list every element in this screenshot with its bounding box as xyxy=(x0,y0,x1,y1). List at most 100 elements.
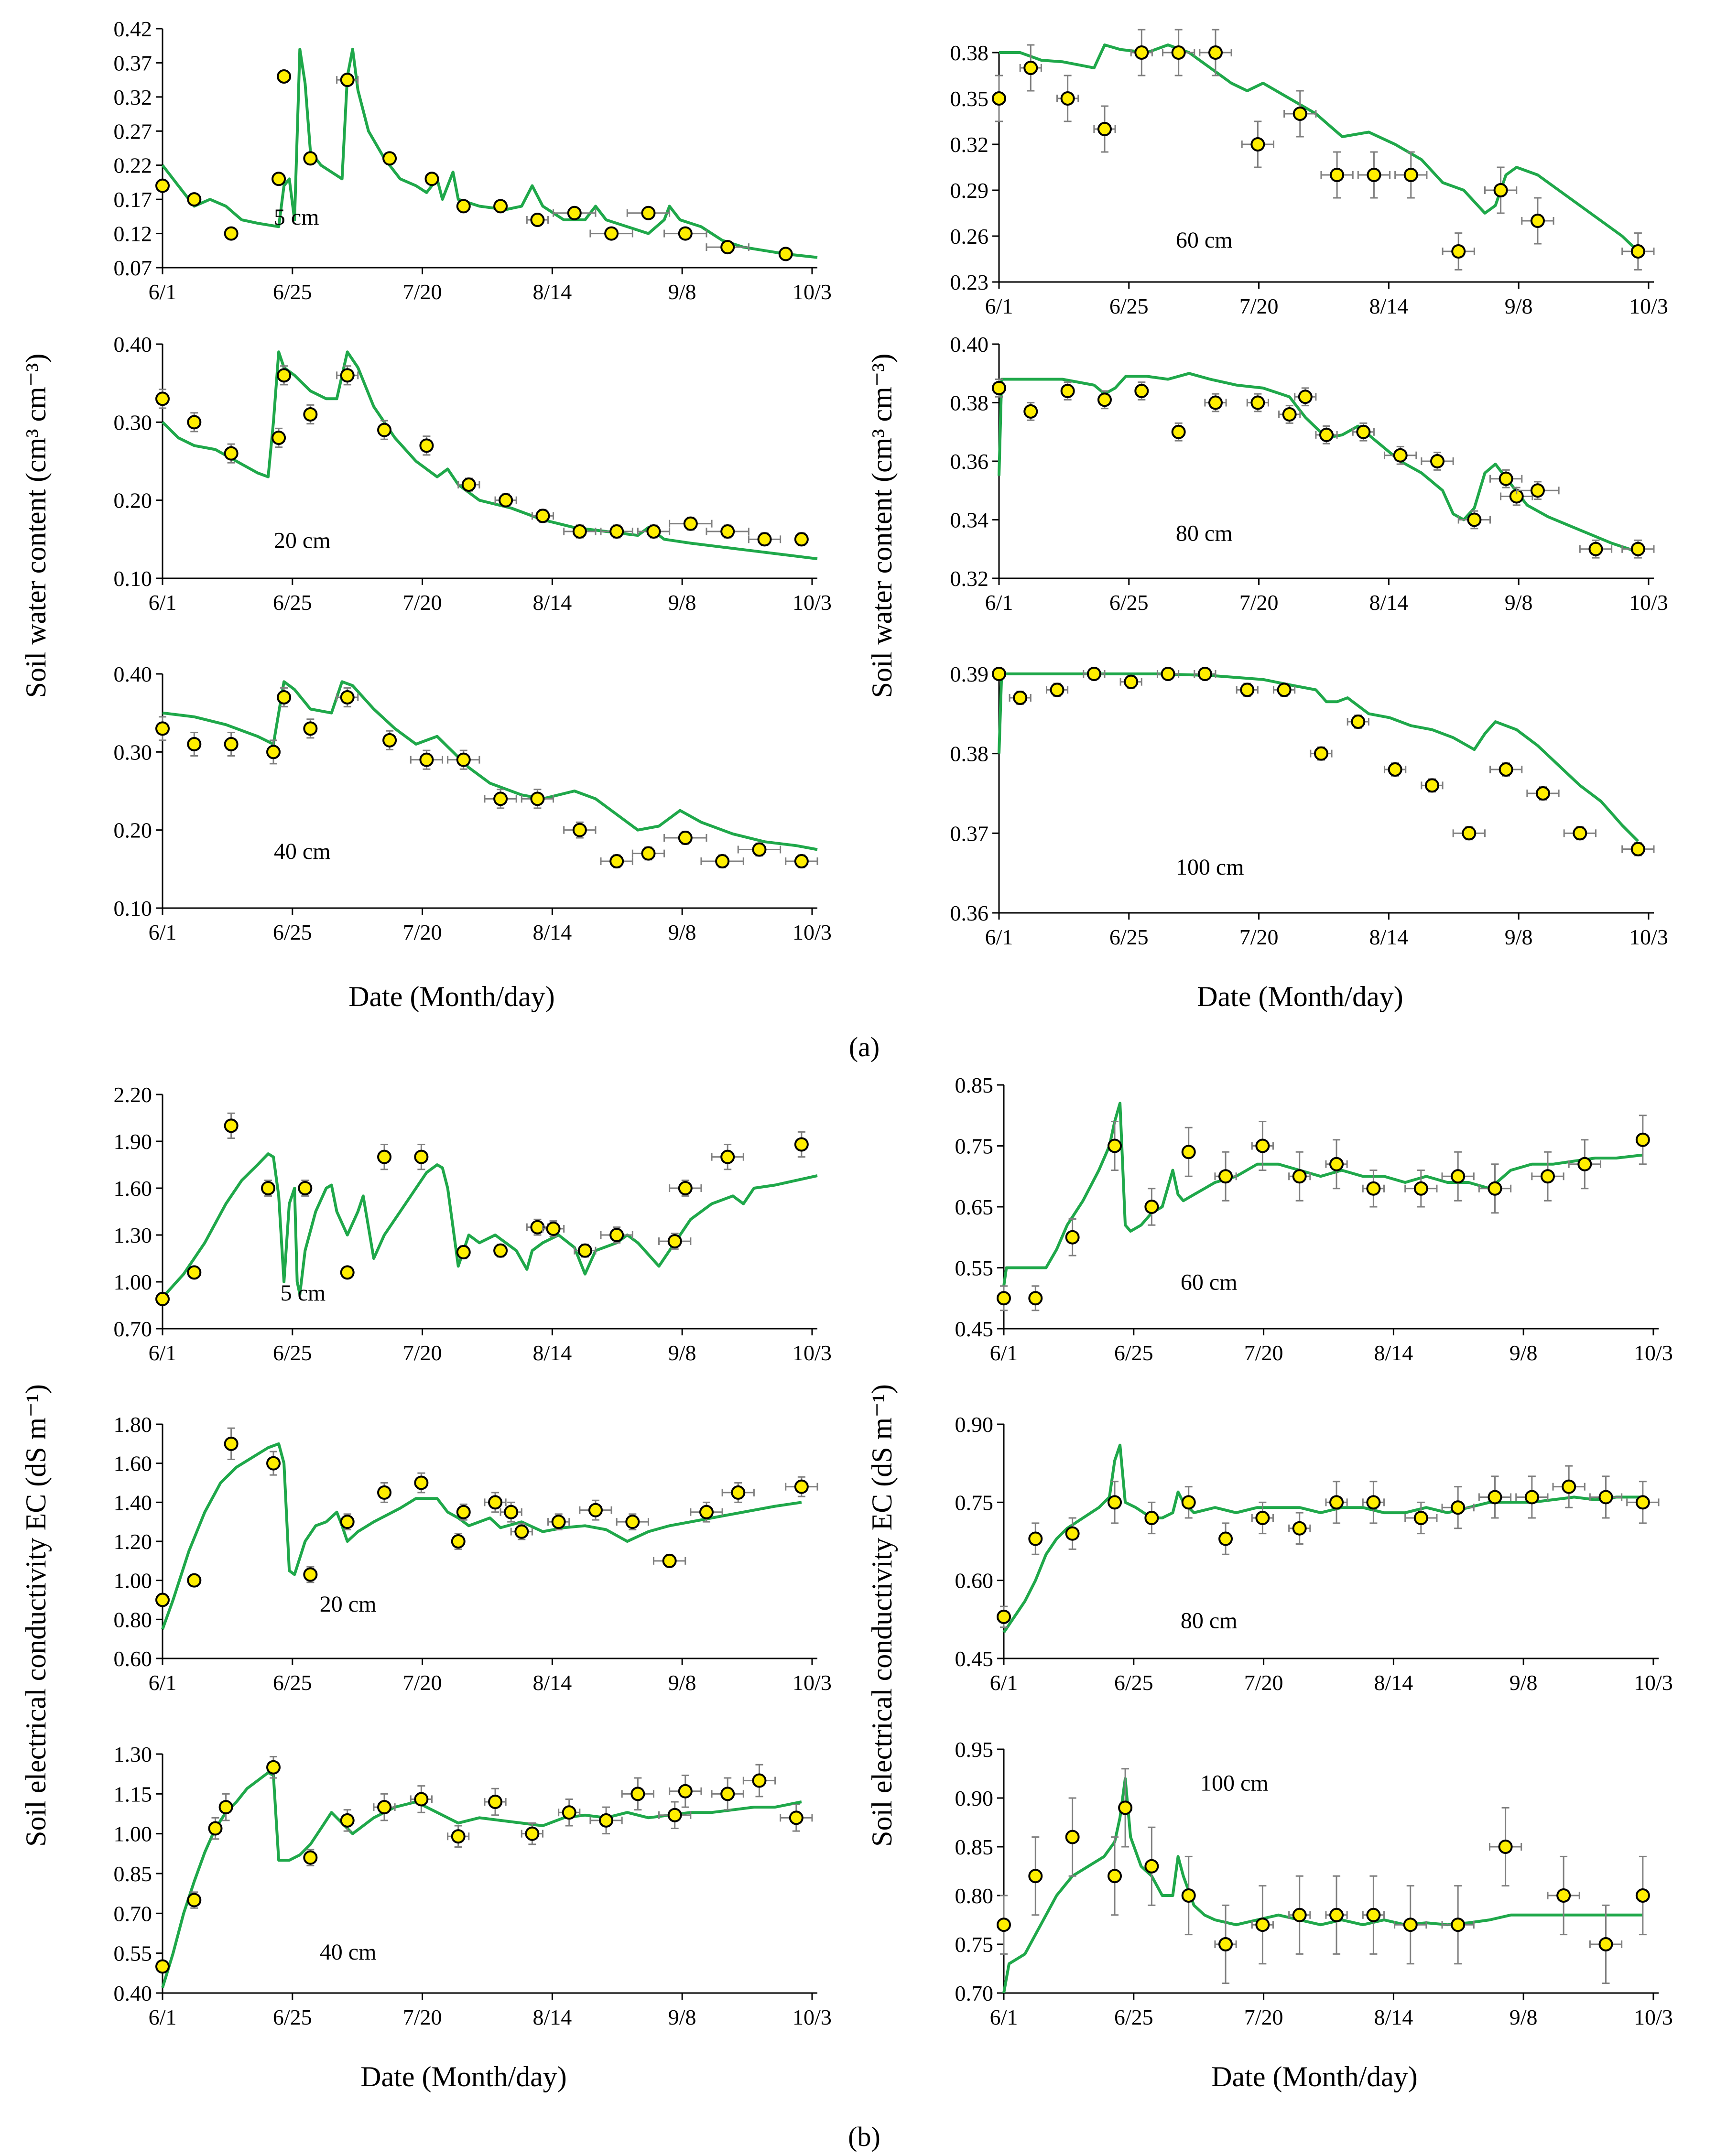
simulated-line xyxy=(1002,1443,1643,1634)
y-tick-label: 0.23 xyxy=(950,270,989,294)
panel-b-label: (b) xyxy=(848,2121,880,2152)
x-tick-label: 6/25 xyxy=(273,920,312,944)
observed-point xyxy=(1118,1800,1133,1815)
observed-point xyxy=(1171,424,1186,439)
x-tick-label: 10/3 xyxy=(793,1670,832,1695)
x-tick-label: 7/20 xyxy=(1239,294,1279,318)
observed-point xyxy=(224,737,239,751)
observed-point xyxy=(272,172,286,186)
x-tick-label: 8/14 xyxy=(532,280,572,304)
y-tick-label: 0.34 xyxy=(950,508,989,532)
chart-a-100cm: 0.36 0.37 0.38 0.39 6/1 6/25 7/20 8/14 9/8 10/3 10… xyxy=(950,662,1668,949)
observed-point xyxy=(1108,1495,1122,1510)
x-tick-label: 9/8 xyxy=(668,2005,696,2029)
observed-point xyxy=(1134,384,1149,398)
depth-label: 20 cm xyxy=(320,1592,377,1617)
observed-point xyxy=(1161,667,1175,681)
observed-point xyxy=(266,1456,281,1471)
y-tick-label: 0.30 xyxy=(114,740,152,764)
x-tick-label: 10/3 xyxy=(1629,294,1668,318)
observed-point xyxy=(757,532,772,547)
y-tick-label: 0.60 xyxy=(114,1647,152,1671)
x-tick-label: 8/14 xyxy=(1374,1341,1413,1365)
observed-point xyxy=(1208,45,1223,60)
x-tick-label: 6/25 xyxy=(273,2005,312,2029)
observed-point xyxy=(340,1265,355,1280)
observed-point xyxy=(1451,1918,1466,1932)
x-tick-label: 7/20 xyxy=(1239,925,1279,949)
observed-point xyxy=(1097,122,1112,136)
observed-point xyxy=(997,1609,1011,1624)
x-tick-label: 6/1 xyxy=(990,1670,1018,1695)
observed-point xyxy=(1255,1918,1270,1932)
x-tick-label: 9/8 xyxy=(668,920,696,944)
x-tick-label: 7/20 xyxy=(403,920,442,944)
x-tick-label: 8/14 xyxy=(1374,1670,1413,1695)
observed-point xyxy=(1635,1888,1650,1903)
x-tick-label: 10/3 xyxy=(793,280,832,304)
x-tick-label: 8/14 xyxy=(1369,925,1408,949)
y-tick-label: 0.38 xyxy=(950,742,989,766)
y-tick-label: 0.40 xyxy=(114,662,152,686)
chart-b-20cm: 0.60 0.80 1.00 1.20 1.40 1.60 1.80 6/1 6/25 7/20 8… xyxy=(114,1412,832,1695)
observed-point xyxy=(1535,786,1550,801)
observed-point xyxy=(752,1773,767,1788)
observed-point xyxy=(1499,762,1513,777)
y-tick-label: 1.90 xyxy=(114,1129,152,1154)
observed-point xyxy=(303,407,318,422)
observed-point xyxy=(187,737,202,751)
y-tick-label: 0.55 xyxy=(114,1941,152,1966)
simulated-line xyxy=(161,1152,818,1299)
observed-point xyxy=(1403,1918,1418,1932)
observed-point xyxy=(187,415,202,430)
simulated-line xyxy=(998,372,1639,553)
observed-point xyxy=(609,1228,624,1242)
y-tick-label: 0.40 xyxy=(114,1981,152,2005)
simulated-line xyxy=(1002,1777,1643,1993)
simulated-line xyxy=(161,1442,802,1630)
observed-point xyxy=(155,721,170,736)
y-tick-label: 0.70 xyxy=(114,1317,152,1341)
observed-point xyxy=(1023,61,1038,75)
observed-point xyxy=(720,524,735,539)
swc-ylabel-left: Soil water content (cm³ cm⁻³) xyxy=(20,354,52,698)
chart-b-40cm: 0.40 0.55 0.70 0.85 1.00 1.15 1.30 6/1 6/25 7/20 8… xyxy=(114,1742,832,2029)
observed-point xyxy=(1488,1181,1502,1196)
observed-point xyxy=(1493,183,1508,197)
observed-point xyxy=(456,1245,471,1259)
observed-point xyxy=(1277,683,1292,697)
y-tick-label: 0.17 xyxy=(114,187,152,212)
observed-point xyxy=(1430,454,1445,468)
y-tick-label: 0.85 xyxy=(114,1862,152,1886)
observed-point xyxy=(1462,826,1477,841)
observed-point xyxy=(1598,1490,1613,1505)
x-tick-label: 7/20 xyxy=(403,1341,442,1365)
observed-point xyxy=(794,1479,809,1494)
y-tick-label: 1.40 xyxy=(114,1490,152,1515)
observed-point xyxy=(1250,395,1265,410)
observed-point xyxy=(1013,691,1028,705)
y-tick-label: 0.45 xyxy=(955,1317,994,1341)
chart-a-20cm: 0.10 0.20 0.30 0.40 6/1 6/25 7/20 8/14 9/8 10/3 20… xyxy=(114,332,832,615)
observed-point xyxy=(1329,1495,1344,1510)
observed-point xyxy=(1635,1495,1650,1510)
depth-label: 20 cm xyxy=(274,528,331,553)
observed-point xyxy=(261,1181,275,1195)
observed-point xyxy=(1562,1479,1576,1494)
observed-point xyxy=(493,1243,508,1258)
y-tick-label: 0.45 xyxy=(955,1647,994,1671)
observed-point xyxy=(992,667,1006,681)
observed-point xyxy=(1366,1181,1381,1196)
x-tick-label: 6/1 xyxy=(990,2005,1018,2029)
observed-point xyxy=(789,1810,804,1825)
observed-point xyxy=(451,1534,466,1549)
observed-point xyxy=(224,446,239,461)
observed-point xyxy=(187,192,202,207)
observed-point xyxy=(794,1137,809,1152)
observed-point xyxy=(1424,778,1439,793)
observed-point xyxy=(1171,45,1186,60)
chart-b-60cm: 0.45 0.55 0.65 0.75 0.85 6/1 6/25 7/20 8/14 9/8 10… xyxy=(955,1073,1673,1365)
x-tick-label: 9/8 xyxy=(668,280,696,304)
observed-point xyxy=(641,846,656,861)
observed-point xyxy=(1218,1169,1233,1184)
